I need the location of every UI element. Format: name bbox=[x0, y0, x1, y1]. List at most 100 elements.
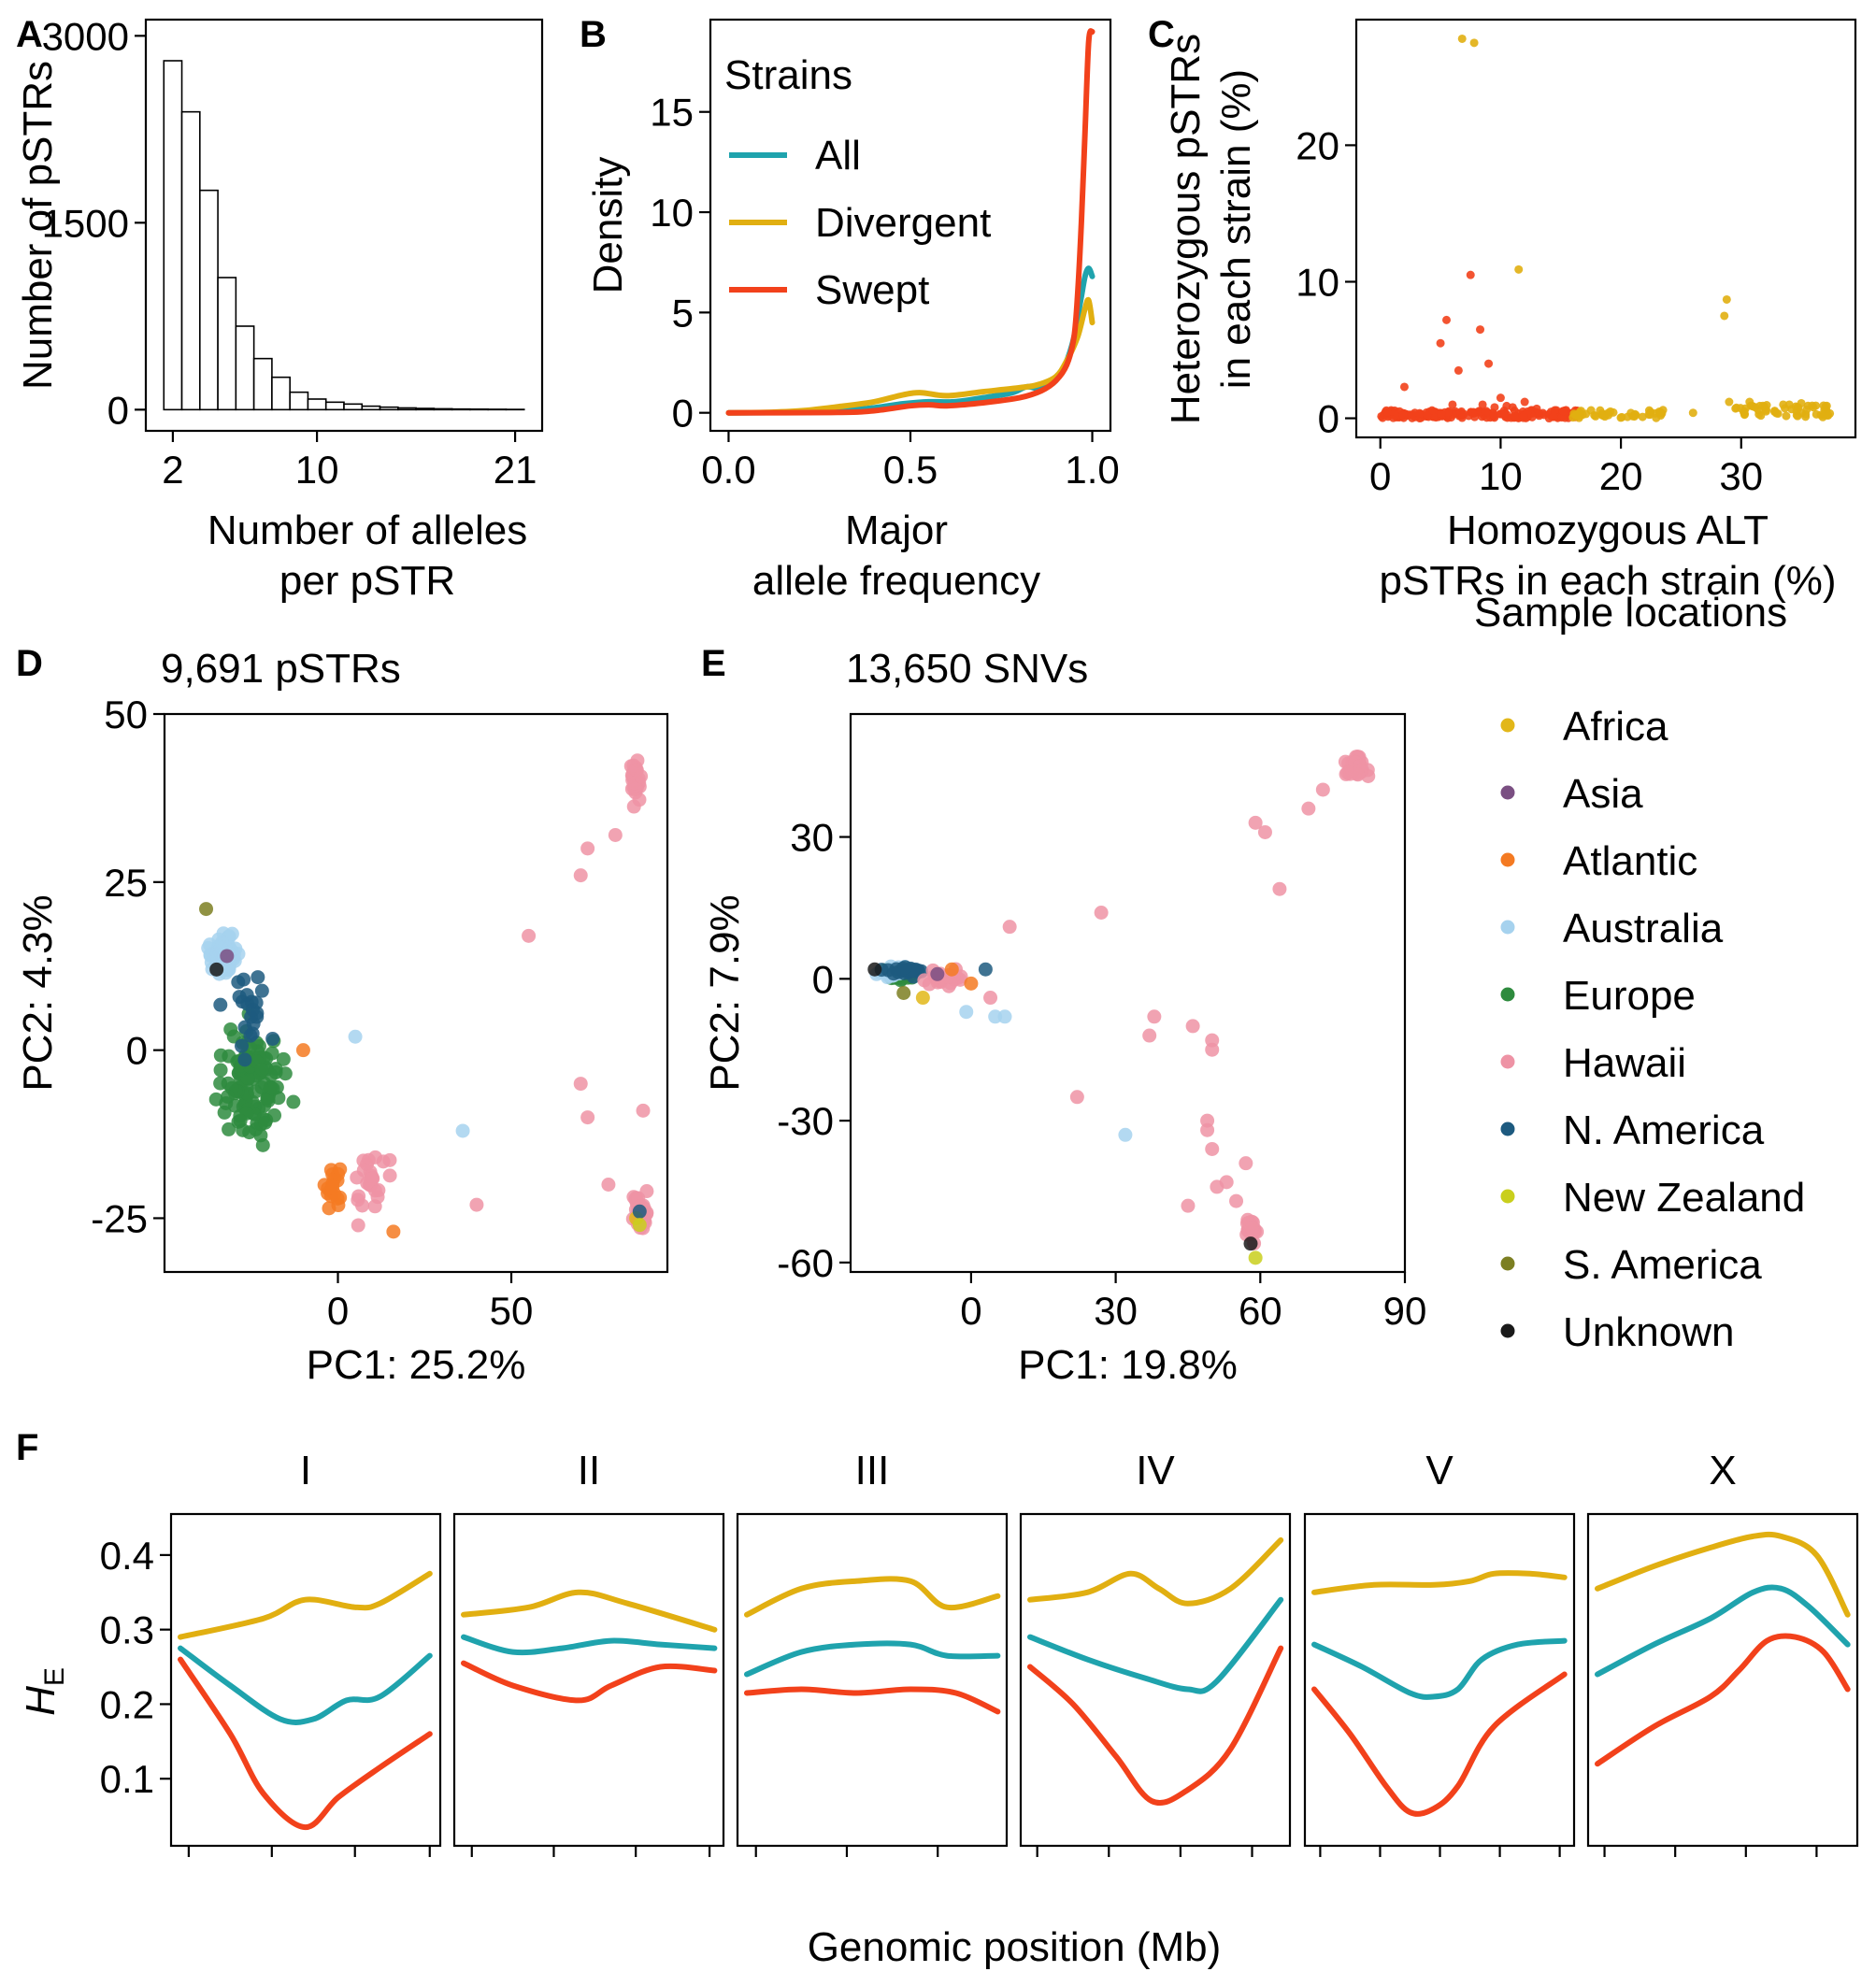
strain-point bbox=[634, 769, 649, 784]
panel-d-xlabel: PC1: 25.2% bbox=[307, 1342, 526, 1388]
panel-e-frame bbox=[849, 712, 1407, 1274]
legend-label-s-america: S. America bbox=[1563, 1242, 1762, 1288]
strain-point bbox=[233, 1113, 248, 1128]
he-line-swept-III bbox=[744, 1686, 1001, 1715]
he-line-all-IV bbox=[1027, 1596, 1284, 1694]
panel-c-frame bbox=[1354, 18, 1857, 439]
he-line-swept-X bbox=[1595, 1633, 1851, 1767]
legend-label-hawaii: Hawaii bbox=[1563, 1040, 1686, 1086]
he-line-all-II bbox=[461, 1634, 718, 1656]
strain-point bbox=[573, 1077, 588, 1092]
strain-point bbox=[1377, 411, 1386, 421]
he-line-all-V bbox=[1311, 1637, 1568, 1700]
strain-point bbox=[255, 1137, 270, 1152]
panel-f-y-label: 0.4 bbox=[100, 1534, 154, 1578]
histogram-bar bbox=[397, 407, 417, 411]
strain-point bbox=[1457, 34, 1467, 43]
panel-c-ylabel-2: in each strain (%) bbox=[1213, 69, 1259, 389]
histogram-bar bbox=[324, 401, 345, 411]
strain-point bbox=[237, 1020, 252, 1035]
strain-point bbox=[988, 1009, 1003, 1024]
strain-point bbox=[632, 1218, 647, 1233]
panel-e-x-label: 0 bbox=[960, 1289, 981, 1333]
facet-frame-IV bbox=[1019, 1512, 1292, 1848]
strain-point bbox=[222, 1122, 236, 1136]
he-line-divergent-III bbox=[744, 1576, 1001, 1618]
panel-e-ylabel: PC2: 7.9% bbox=[702, 894, 748, 1091]
strain-point bbox=[1454, 365, 1463, 375]
panel-a-y-label: 1500 bbox=[42, 201, 129, 245]
density-line-swept bbox=[725, 28, 1096, 416]
histogram-bar bbox=[199, 189, 219, 411]
strain-point bbox=[1740, 410, 1749, 420]
panel-d-frame bbox=[163, 712, 669, 1274]
histogram-bar bbox=[415, 407, 436, 411]
strain-point bbox=[1147, 1009, 1162, 1024]
strain-point bbox=[364, 1172, 379, 1187]
strain-point bbox=[382, 1168, 397, 1183]
facet-frame-II bbox=[452, 1512, 725, 1848]
strain-point bbox=[983, 991, 998, 1006]
panel-f-ylabel-sub: E bbox=[39, 1667, 70, 1686]
panel-c-x-label: 20 bbox=[1599, 454, 1643, 498]
strain-point bbox=[1558, 407, 1568, 416]
strain-point bbox=[1469, 38, 1479, 48]
strain-point bbox=[1596, 406, 1605, 415]
panel-e-y-label: 0 bbox=[812, 957, 834, 1001]
he-line-all-X bbox=[1595, 1584, 1851, 1678]
density-line-divergent bbox=[725, 296, 1096, 416]
panel-a-x-label: 2 bbox=[162, 448, 183, 492]
strain-point bbox=[1478, 400, 1487, 409]
panel-a-xlabel-2: per pSTR bbox=[279, 558, 455, 604]
strain-point bbox=[636, 1103, 651, 1118]
strain-point bbox=[1754, 406, 1763, 415]
strain-point bbox=[580, 841, 595, 856]
strain-point bbox=[1550, 406, 1559, 415]
strain-point bbox=[1315, 782, 1330, 797]
he-line-swept-I bbox=[178, 1656, 433, 1831]
panel-f-ylabel-main: H bbox=[18, 1686, 64, 1716]
strain-point bbox=[1466, 270, 1475, 279]
strain-point bbox=[1243, 1236, 1258, 1251]
strain-point bbox=[1415, 408, 1425, 418]
legend-dot-asia bbox=[1500, 785, 1515, 800]
strain-point bbox=[997, 1009, 1012, 1024]
strain-point bbox=[1784, 400, 1794, 409]
legend-label-asia: Asia bbox=[1563, 771, 1643, 817]
strain-point bbox=[917, 973, 932, 988]
strain-point bbox=[1301, 801, 1316, 816]
histogram-bar bbox=[379, 406, 399, 411]
he-line-divergent-I bbox=[178, 1570, 433, 1640]
legend-dot-s-america bbox=[1500, 1256, 1515, 1271]
strain-point bbox=[1457, 413, 1467, 422]
histogram-bar bbox=[451, 407, 471, 411]
strain-point bbox=[1797, 398, 1806, 407]
strain-point bbox=[1272, 881, 1287, 896]
strain-point bbox=[469, 1197, 484, 1212]
strain-point bbox=[959, 1005, 974, 1020]
strain-point bbox=[1725, 397, 1734, 407]
histogram-bar bbox=[343, 403, 364, 411]
strain-point bbox=[1770, 407, 1780, 416]
panel-a-xlabel-1: Number of alleles bbox=[208, 507, 527, 553]
strain-point bbox=[632, 1204, 647, 1219]
legend-label-unknown: Unknown bbox=[1563, 1309, 1734, 1355]
panel-c-x-label: 0 bbox=[1369, 454, 1391, 498]
strain-point bbox=[1732, 403, 1741, 412]
panel-d-ylabel: PC2: 4.3% bbox=[15, 894, 61, 1091]
strain-point bbox=[1722, 294, 1731, 304]
locations-legend-title: Sample locations bbox=[1474, 590, 1787, 636]
strain-point bbox=[265, 1081, 280, 1096]
legend-label-africa: Africa bbox=[1563, 704, 1668, 750]
panel-f-y-label: 0.2 bbox=[100, 1682, 154, 1726]
strain-point bbox=[1527, 412, 1537, 421]
panel-c-xlabel-2: pSTRs in each strain (%) bbox=[1379, 558, 1836, 604]
strain-point bbox=[1519, 411, 1528, 421]
strain-point bbox=[221, 963, 236, 978]
strain-point bbox=[455, 1123, 470, 1138]
strain-point bbox=[1812, 409, 1821, 419]
panel-e-x-label: 60 bbox=[1239, 1289, 1282, 1333]
strain-point bbox=[1510, 411, 1519, 421]
he-line-divergent-II bbox=[461, 1589, 718, 1633]
